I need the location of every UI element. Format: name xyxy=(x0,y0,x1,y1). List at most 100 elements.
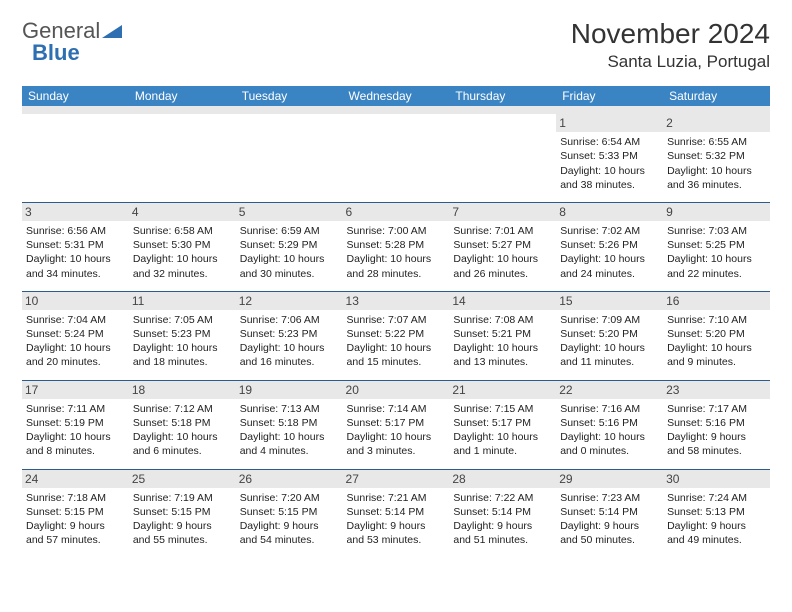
header: General November 2024 Santa Luzia, Portu… xyxy=(22,18,770,72)
sunset-text: Sunset: 5:22 PM xyxy=(347,327,446,341)
sunset-text: Sunset: 5:23 PM xyxy=(240,327,339,341)
day-number: 21 xyxy=(449,381,556,399)
sunrise-text: Sunrise: 7:07 AM xyxy=(347,313,446,327)
day-number: 25 xyxy=(129,470,236,488)
day-cell: 14Sunrise: 7:08 AMSunset: 5:21 PMDayligh… xyxy=(449,291,556,380)
day-cell: 8 Sunrise: 7:02 AMSunset: 5:26 PMDaylight… xyxy=(556,202,663,291)
day-cell: 7Sunrise: 7:01 AMSunset: 5:27 PMDaylight… xyxy=(449,202,556,291)
day-cell: 13Sunrise: 7:07 AMSunset: 5:22 PMDayligh… xyxy=(343,291,450,380)
sunset-text: Sunset: 5:15 PM xyxy=(240,505,339,519)
sunrise-text: Sunrise: 7:19 AM xyxy=(133,491,232,505)
sunrise-text: Sunrise: 7:20 AM xyxy=(240,491,339,505)
sunset-text: Sunset: 5:16 PM xyxy=(667,416,766,430)
month-title: November 2024 xyxy=(571,18,770,50)
day-number: 29 xyxy=(556,470,663,488)
day-cell: 1Sunrise: 6:54 AMSunset: 5:33 PMDaylight… xyxy=(556,114,663,202)
day-number: 11 xyxy=(129,292,236,310)
daylight-text: Daylight: 10 hours and 18 minutes. xyxy=(133,341,232,369)
day-number: 22 xyxy=(556,381,663,399)
sunset-text: Sunset: 5:30 PM xyxy=(133,238,232,252)
sunrise-text: Sunrise: 7:13 AM xyxy=(240,402,339,416)
day-cell: 3Sunrise: 6:56 AMSunset: 5:31 PMDaylight… xyxy=(22,202,129,291)
week-row: 17Sunrise: 7:11 AMSunset: 5:19 PMDayligh… xyxy=(22,380,770,469)
day-cell: 26Sunrise: 7:20 AMSunset: 5:15 PMDayligh… xyxy=(236,469,343,557)
sunset-text: Sunset: 5:27 PM xyxy=(453,238,552,252)
dow-cell: Wednesday xyxy=(343,86,450,106)
daylight-text: Daylight: 10 hours and 30 minutes. xyxy=(240,252,339,280)
daylight-text: Daylight: 10 hours and 36 minutes. xyxy=(667,164,766,192)
sunset-text: Sunset: 5:13 PM xyxy=(667,505,766,519)
daylight-text: Daylight: 10 hours and 28 minutes. xyxy=(347,252,446,280)
sunset-text: Sunset: 5:26 PM xyxy=(560,238,659,252)
day-cell: 20Sunrise: 7:14 AMSunset: 5:17 PMDayligh… xyxy=(343,380,450,469)
day-cell: 12Sunrise: 7:06 AMSunset: 5:23 PMDayligh… xyxy=(236,291,343,380)
days-of-week-row: SundayMondayTuesdayWednesdayThursdayFrid… xyxy=(22,86,770,106)
spacer-row xyxy=(22,106,770,114)
day-cell xyxy=(343,114,450,202)
day-number: 27 xyxy=(343,470,450,488)
sunrise-text: Sunrise: 6:55 AM xyxy=(667,135,766,149)
daylight-text: Daylight: 10 hours and 8 minutes. xyxy=(26,430,125,458)
daylight-text: Daylight: 10 hours and 0 minutes. xyxy=(560,430,659,458)
sunrise-text: Sunrise: 7:02 AM xyxy=(560,224,659,238)
week-row: 1Sunrise: 6:54 AMSunset: 5:33 PMDaylight… xyxy=(22,114,770,202)
dow-cell: Monday xyxy=(129,86,236,106)
daylight-text: Daylight: 9 hours and 58 minutes. xyxy=(667,430,766,458)
logo-word2: Blue xyxy=(32,40,80,66)
sunset-text: Sunset: 5:14 PM xyxy=(453,505,552,519)
sunset-text: Sunset: 5:21 PM xyxy=(453,327,552,341)
day-cell: 25Sunrise: 7:19 AMSunset: 5:15 PMDayligh… xyxy=(129,469,236,557)
day-cell: 5Sunrise: 6:59 AMSunset: 5:29 PMDaylight… xyxy=(236,202,343,291)
sunrise-text: Sunrise: 7:15 AM xyxy=(453,402,552,416)
daylight-text: Daylight: 10 hours and 24 minutes. xyxy=(560,252,659,280)
daylight-text: Daylight: 9 hours and 54 minutes. xyxy=(240,519,339,547)
day-number: 6 xyxy=(343,203,450,221)
sunrise-text: Sunrise: 7:00 AM xyxy=(347,224,446,238)
day-cell: 4Sunrise: 6:58 AMSunset: 5:30 PMDaylight… xyxy=(129,202,236,291)
sunset-text: Sunset: 5:18 PM xyxy=(133,416,232,430)
dow-cell: Thursday xyxy=(449,86,556,106)
week-row: 24Sunrise: 7:18 AMSunset: 5:15 PMDayligh… xyxy=(22,469,770,557)
daylight-text: Daylight: 10 hours and 11 minutes. xyxy=(560,341,659,369)
daylight-text: Daylight: 10 hours and 6 minutes. xyxy=(133,430,232,458)
day-cell: 19Sunrise: 7:13 AMSunset: 5:18 PMDayligh… xyxy=(236,380,343,469)
daylight-text: Daylight: 10 hours and 32 minutes. xyxy=(133,252,232,280)
day-number: 7 xyxy=(449,203,556,221)
sunset-text: Sunset: 5:20 PM xyxy=(667,327,766,341)
sunset-text: Sunset: 5:14 PM xyxy=(347,505,446,519)
calendar-table: SundayMondayTuesdayWednesdayThursdayFrid… xyxy=(22,86,770,557)
day-number: 1 xyxy=(556,114,663,132)
sunrise-text: Sunrise: 6:56 AM xyxy=(26,224,125,238)
day-cell: 6 Sunrise: 7:00 AMSunset: 5:28 PMDaylight… xyxy=(343,202,450,291)
logo-triangle-icon xyxy=(102,18,122,44)
day-cell: 23Sunrise: 7:17 AMSunset: 5:16 PMDayligh… xyxy=(663,380,770,469)
sunset-text: Sunset: 5:23 PM xyxy=(133,327,232,341)
day-number: 9 xyxy=(663,203,770,221)
daylight-text: Daylight: 10 hours and 20 minutes. xyxy=(26,341,125,369)
sunrise-text: Sunrise: 7:23 AM xyxy=(560,491,659,505)
day-number: 17 xyxy=(22,381,129,399)
day-number: 15 xyxy=(556,292,663,310)
sunrise-text: Sunrise: 7:03 AM xyxy=(667,224,766,238)
day-number: 2 xyxy=(663,114,770,132)
sunset-text: Sunset: 5:14 PM xyxy=(560,505,659,519)
sunrise-text: Sunrise: 7:05 AM xyxy=(133,313,232,327)
day-cell xyxy=(236,114,343,202)
sunset-text: Sunset: 5:20 PM xyxy=(560,327,659,341)
day-number: 8 xyxy=(556,203,663,221)
day-number: 24 xyxy=(22,470,129,488)
sunset-text: Sunset: 5:28 PM xyxy=(347,238,446,252)
daylight-text: Daylight: 10 hours and 13 minutes. xyxy=(453,341,552,369)
sunrise-text: Sunrise: 7:10 AM xyxy=(667,313,766,327)
daylight-text: Daylight: 10 hours and 16 minutes. xyxy=(240,341,339,369)
week-row: 10Sunrise: 7:04 AMSunset: 5:24 PMDayligh… xyxy=(22,291,770,380)
sunset-text: Sunset: 5:29 PM xyxy=(240,238,339,252)
sunset-text: Sunset: 5:18 PM xyxy=(240,416,339,430)
sunrise-text: Sunrise: 7:22 AM xyxy=(453,491,552,505)
dow-cell: Sunday xyxy=(22,86,129,106)
day-cell: 30Sunrise: 7:24 AMSunset: 5:13 PMDayligh… xyxy=(663,469,770,557)
day-cell: 11 Sunrise: 7:05 AMSunset: 5:23 PMDayligh… xyxy=(129,291,236,380)
day-cell: 29Sunrise: 7:23 AMSunset: 5:14 PMDayligh… xyxy=(556,469,663,557)
sunrise-text: Sunrise: 7:06 AM xyxy=(240,313,339,327)
day-number: 10 xyxy=(22,292,129,310)
